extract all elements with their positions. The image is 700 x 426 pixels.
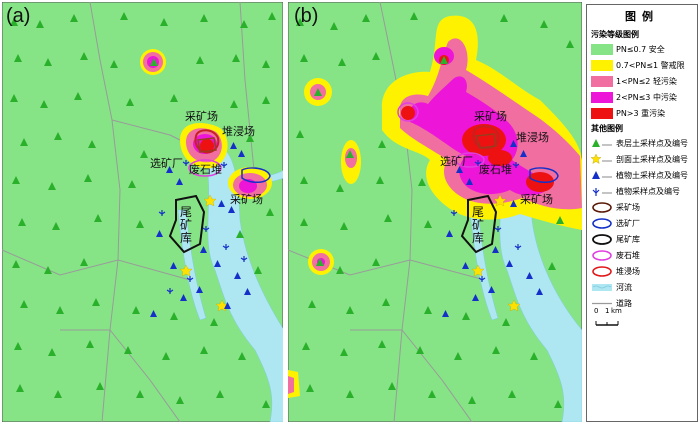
- facility-outlines: [397, 102, 559, 254]
- legend-item-label: 道路: [616, 299, 632, 308]
- legend-item-label: 2<PN≤3 中污染: [616, 93, 677, 102]
- label-mining-area-a2: 采矿场: [230, 193, 263, 206]
- scale-one: 1: [605, 307, 610, 315]
- label-mining-area-b: 采矿场: [474, 110, 507, 123]
- legend-item-label: 采矿场: [616, 203, 640, 212]
- profile-sampling-points: [471, 194, 521, 312]
- scale-zero: 0: [594, 307, 599, 315]
- legend-title: 图例: [625, 10, 659, 23]
- plant-icon: [592, 188, 612, 196]
- legend-item-label: 河流: [616, 283, 632, 292]
- label-waste-rock-b: 废石堆: [479, 163, 512, 176]
- legend-item-label: 植物土采样点及编号: [616, 171, 688, 180]
- red-outline-icon: [592, 266, 612, 277]
- brown-outline-icon: [592, 202, 612, 213]
- plant-sampling-points: [450, 160, 522, 282]
- panel-b-map: [288, 2, 582, 422]
- pollution-legend-heading: 污染等级图例: [591, 30, 639, 39]
- other-legend-heading: 其他图例: [591, 124, 623, 133]
- legend: 图例 污染等级图例 PN≤0.7 安全 0.7<PN≤1 警戒限 1<PN≤2 …: [586, 4, 698, 422]
- safe-swatch: [591, 44, 613, 55]
- legend-item-label: PN≤0.7 安全: [616, 45, 665, 54]
- scale-unit: km: [611, 307, 622, 315]
- label-waste-rock-a: 废石堆: [189, 163, 222, 176]
- panel-a-map: [2, 2, 283, 422]
- legend-item-label: 尾矿库: [616, 235, 640, 244]
- label-mining-area-a: 采矿场: [185, 110, 218, 123]
- black-outline-icon: [592, 234, 612, 245]
- river-icon: [592, 284, 612, 291]
- label-tailings-pond-a: 尾矿库: [180, 205, 193, 245]
- heavy-pollution-swatch: [591, 108, 613, 119]
- legend-item-label: 选矿厂: [616, 219, 640, 228]
- road-network: [2, 2, 256, 422]
- magenta-outline-icon: [592, 250, 612, 261]
- label-heap-leach-b: 堆浸场: [516, 131, 549, 144]
- legend-item-label: PN>3 重污染: [616, 109, 666, 118]
- label-tailings-pond-b: 尾矿库: [472, 205, 485, 245]
- label-processing-plant-a: 选矿厂: [150, 157, 183, 170]
- legend-item-label: 1<PN≤2 轻污染: [616, 77, 677, 86]
- legend-item-label: 剖面土采样点及编号: [616, 155, 688, 164]
- light-pollution-swatch: [591, 76, 613, 87]
- label-mining-area-b2: 采矿场: [520, 193, 553, 206]
- legend-item-label: 表层土采样点及编号: [616, 139, 688, 148]
- green-triangle-icon: [592, 139, 612, 147]
- facility-outlines: [168, 129, 271, 254]
- legend-item-label: 植物采样点及编号: [616, 187, 680, 196]
- legend-item-label: 0.7<PN≤1 警戒限: [616, 61, 685, 70]
- road-icon: [592, 302, 612, 305]
- scale-bar: [595, 321, 619, 326]
- label-heap-leach-a: 堆浸场: [222, 125, 255, 138]
- label-processing-plant-b: 选矿厂: [440, 155, 473, 168]
- panel-b-label: (b): [294, 5, 319, 27]
- plant-sampling-points: [158, 160, 248, 294]
- warning-swatch: [591, 60, 613, 71]
- yellow-star-icon: [591, 153, 612, 164]
- legend-item-label: 堆浸场: [616, 267, 640, 276]
- blue-triangle-icon: [592, 171, 612, 179]
- pollution-hotspots: [140, 49, 272, 199]
- medium-pollution-swatch: [591, 92, 613, 103]
- panel-a-label: (a): [6, 5, 31, 27]
- blue-outline-icon: [592, 218, 612, 229]
- legend-item-label: 废石堆: [616, 251, 640, 260]
